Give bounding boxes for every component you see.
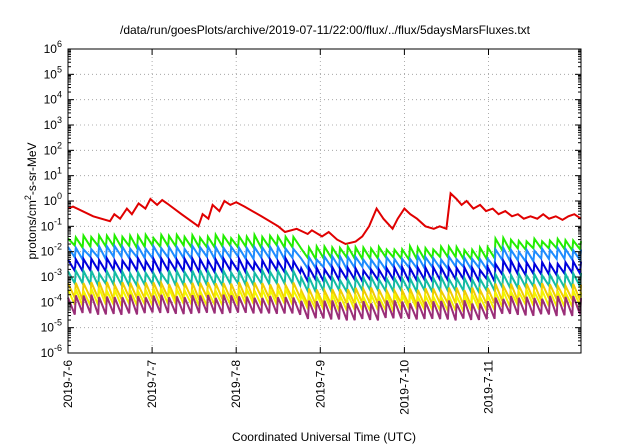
x-tick-label: 2019-7-11 <box>481 360 495 414</box>
y-tick-label: 101 <box>44 166 62 183</box>
series-line-3 <box>67 242 582 274</box>
series-line-8 <box>67 294 582 321</box>
y-axis-label: protons/cm2-s-sr-MeV <box>23 142 39 259</box>
x-tick-label: 2019-7-6 <box>61 360 75 408</box>
x-tick-label: 2019-7-8 <box>229 360 243 408</box>
x-tick-label: 2019-7-7 <box>145 360 159 408</box>
x-axis: 2019-7-6 2019-7-7 2019-7-8 2019-7-9 2019-7-1… <box>61 49 495 415</box>
series-line-5 <box>67 266 582 297</box>
y-tick-label: 10-3 <box>41 267 62 284</box>
y-tick-label: 10-6 <box>41 343 62 360</box>
y-axis: 106 105 104 103 102 101 100 10-1 10-2 10-3 10-4 10-… <box>41 39 581 360</box>
y-tick-label: 102 <box>44 140 62 157</box>
y-tick-label: 10-1 <box>41 216 62 233</box>
x-tick-label: 2019-7-10 <box>397 360 411 415</box>
y-tick-label: 10-4 <box>41 292 62 309</box>
series-line-6 <box>67 279 582 309</box>
series-group <box>67 191 582 321</box>
series-line-4 <box>67 254 582 286</box>
series-line-1 <box>67 191 582 246</box>
y-tick-label: 104 <box>44 90 62 107</box>
chart-title: /data/run/goesPlots/archive/2019-07-11/2… <box>120 23 531 37</box>
y-tick-label: 100 <box>44 191 62 208</box>
y-tick-label: 10-5 <box>41 318 62 335</box>
y-tick-label: 106 <box>44 39 62 56</box>
y-tick-label: 103 <box>44 115 62 132</box>
y-tick-label: 10-2 <box>41 242 62 259</box>
x-tick-label: 2019-7-9 <box>313 360 327 408</box>
series-line-7 <box>67 286 582 315</box>
series-line-2 <box>67 231 582 263</box>
y-tick-label: 105 <box>44 64 62 81</box>
x-axis-label: Coordinated Universal Time (UTC) <box>232 430 416 444</box>
